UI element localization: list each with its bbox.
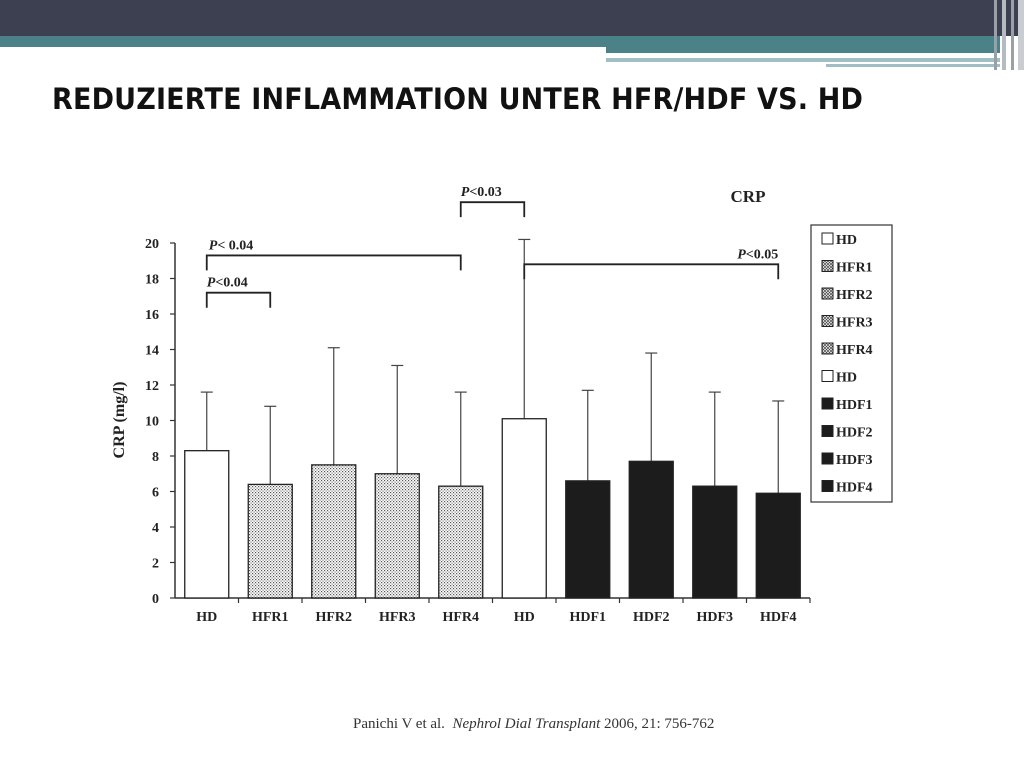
x-tick-label: HDF1: [569, 610, 606, 625]
p-threshold: <0.03: [469, 185, 501, 200]
bar: [247, 483, 293, 599]
legend-swatch: [821, 370, 834, 382]
header-teal-strip: [606, 47, 1000, 53]
x-tick-label: HFR2: [315, 610, 352, 625]
citation-authors: Panichi V et al.: [353, 716, 445, 732]
y-tick-label: 20: [145, 237, 159, 252]
header-corner-lines-2: [1002, 0, 1006, 70]
chart-legend: HD HFR1 HFR2 HFR3 HFR4 HD HDF1 HDF2 HDF3 HDF4: [810, 224, 893, 503]
chart-bars: [184, 238, 801, 599]
significance-brackets: P< 0.04P<0.04P<0.03P<0.05: [205, 185, 780, 308]
legend-label: HDF3: [836, 453, 873, 468]
header-corner-lines-4: [1018, 0, 1024, 70]
citation: Panichi V et al. Nephrol Dial Transplant…: [353, 716, 714, 733]
significance-label: P<0.03: [461, 185, 502, 200]
bar: [184, 450, 230, 599]
x-tick-label: HD: [514, 610, 535, 625]
p-symbol: P: [209, 238, 218, 253]
legend-label: HFR3: [836, 316, 873, 331]
legend-swatch: [821, 315, 834, 327]
p-threshold: <0.05: [746, 247, 778, 262]
header-teal-band: [0, 36, 1000, 47]
x-tick-label: HDF3: [696, 610, 733, 625]
x-tick-label: HFR3: [379, 610, 416, 625]
x-tick-labels: HD HFR1 HFR2 HFR3 HFR4 HD HDF1 HDF2 HDF3 HDF4: [196, 610, 796, 625]
bar: [692, 485, 738, 599]
header-light-strip-2: [826, 64, 1000, 67]
y-tick-label: 4: [152, 521, 159, 536]
citation-journal: Nephrol Dial Transplant: [452, 716, 601, 732]
p-symbol: P: [207, 276, 216, 291]
y-tick-label: 6: [152, 486, 159, 501]
legend-swatch: [821, 260, 834, 272]
significance-bracket: [459, 201, 526, 218]
legend-label: HFR4: [836, 343, 873, 358]
x-tick-label: HDF4: [760, 610, 797, 625]
chart-title: CRP: [731, 187, 766, 206]
citation-details: 2006, 21: 756-762: [604, 716, 715, 732]
legend-swatch: [821, 425, 834, 437]
y-tick-label: 16: [145, 308, 159, 323]
legend-label: HDF4: [836, 481, 873, 496]
x-tick-label: HD: [196, 610, 217, 625]
legend-label: HDF2: [836, 426, 873, 441]
y-tick-label: 18: [145, 273, 159, 288]
header-dark-bar: [0, 0, 1024, 36]
y-tick-label: 12: [145, 379, 159, 394]
header-corner-lines: [994, 0, 997, 70]
p-symbol: P: [461, 185, 470, 200]
y-tick-label: 14: [145, 344, 159, 359]
significance-bracket: [205, 291, 272, 308]
legend-label: HDF1: [836, 398, 873, 413]
x-tick-label: HFR4: [442, 610, 479, 625]
x-tick-label: HFR1: [252, 610, 289, 625]
significance-label: P<0.05: [737, 247, 778, 262]
legend-swatch: [821, 452, 834, 465]
header-light-strip: [606, 58, 1000, 62]
p-threshold: < 0.04: [217, 238, 253, 253]
header-decoration: [0, 0, 1024, 70]
y-axis-label: CRP (mg/l): [111, 382, 128, 459]
slide-title: REDUZIERTE INFLAMMATION UNTER HFR/HDF VS…: [52, 82, 864, 116]
legend-label: HFR1: [836, 261, 873, 276]
y-tick-label: 2: [152, 557, 159, 572]
bar: [755, 492, 801, 599]
x-tick-label: HDF2: [633, 610, 670, 625]
significance-bracket: [523, 263, 780, 280]
legend-label: HD: [836, 233, 857, 248]
legend-swatch: [821, 342, 834, 355]
significance-label: P< 0.04: [209, 238, 254, 253]
bar: [628, 460, 674, 599]
bar: [374, 473, 420, 599]
legend-swatch: [821, 287, 834, 300]
y-tick-label: 0: [152, 592, 159, 607]
header-corner-lines-3: [1011, 0, 1014, 70]
p-symbol: P: [737, 247, 746, 262]
y-tick-label: 8: [152, 450, 159, 465]
bar: [438, 485, 484, 599]
y-tick-label: 10: [145, 415, 159, 430]
p-threshold: <0.04: [215, 276, 247, 291]
legend-swatch: [821, 480, 834, 492]
significance-bracket: [205, 254, 462, 271]
legend-swatch: [821, 232, 834, 245]
bar: [501, 418, 547, 599]
legend-label: HFR2: [836, 288, 873, 303]
bar: [565, 480, 611, 599]
significance-label: P<0.04: [207, 276, 248, 291]
legend-swatch: [821, 397, 834, 410]
bar: [311, 464, 357, 599]
legend-label: HD: [836, 371, 857, 386]
